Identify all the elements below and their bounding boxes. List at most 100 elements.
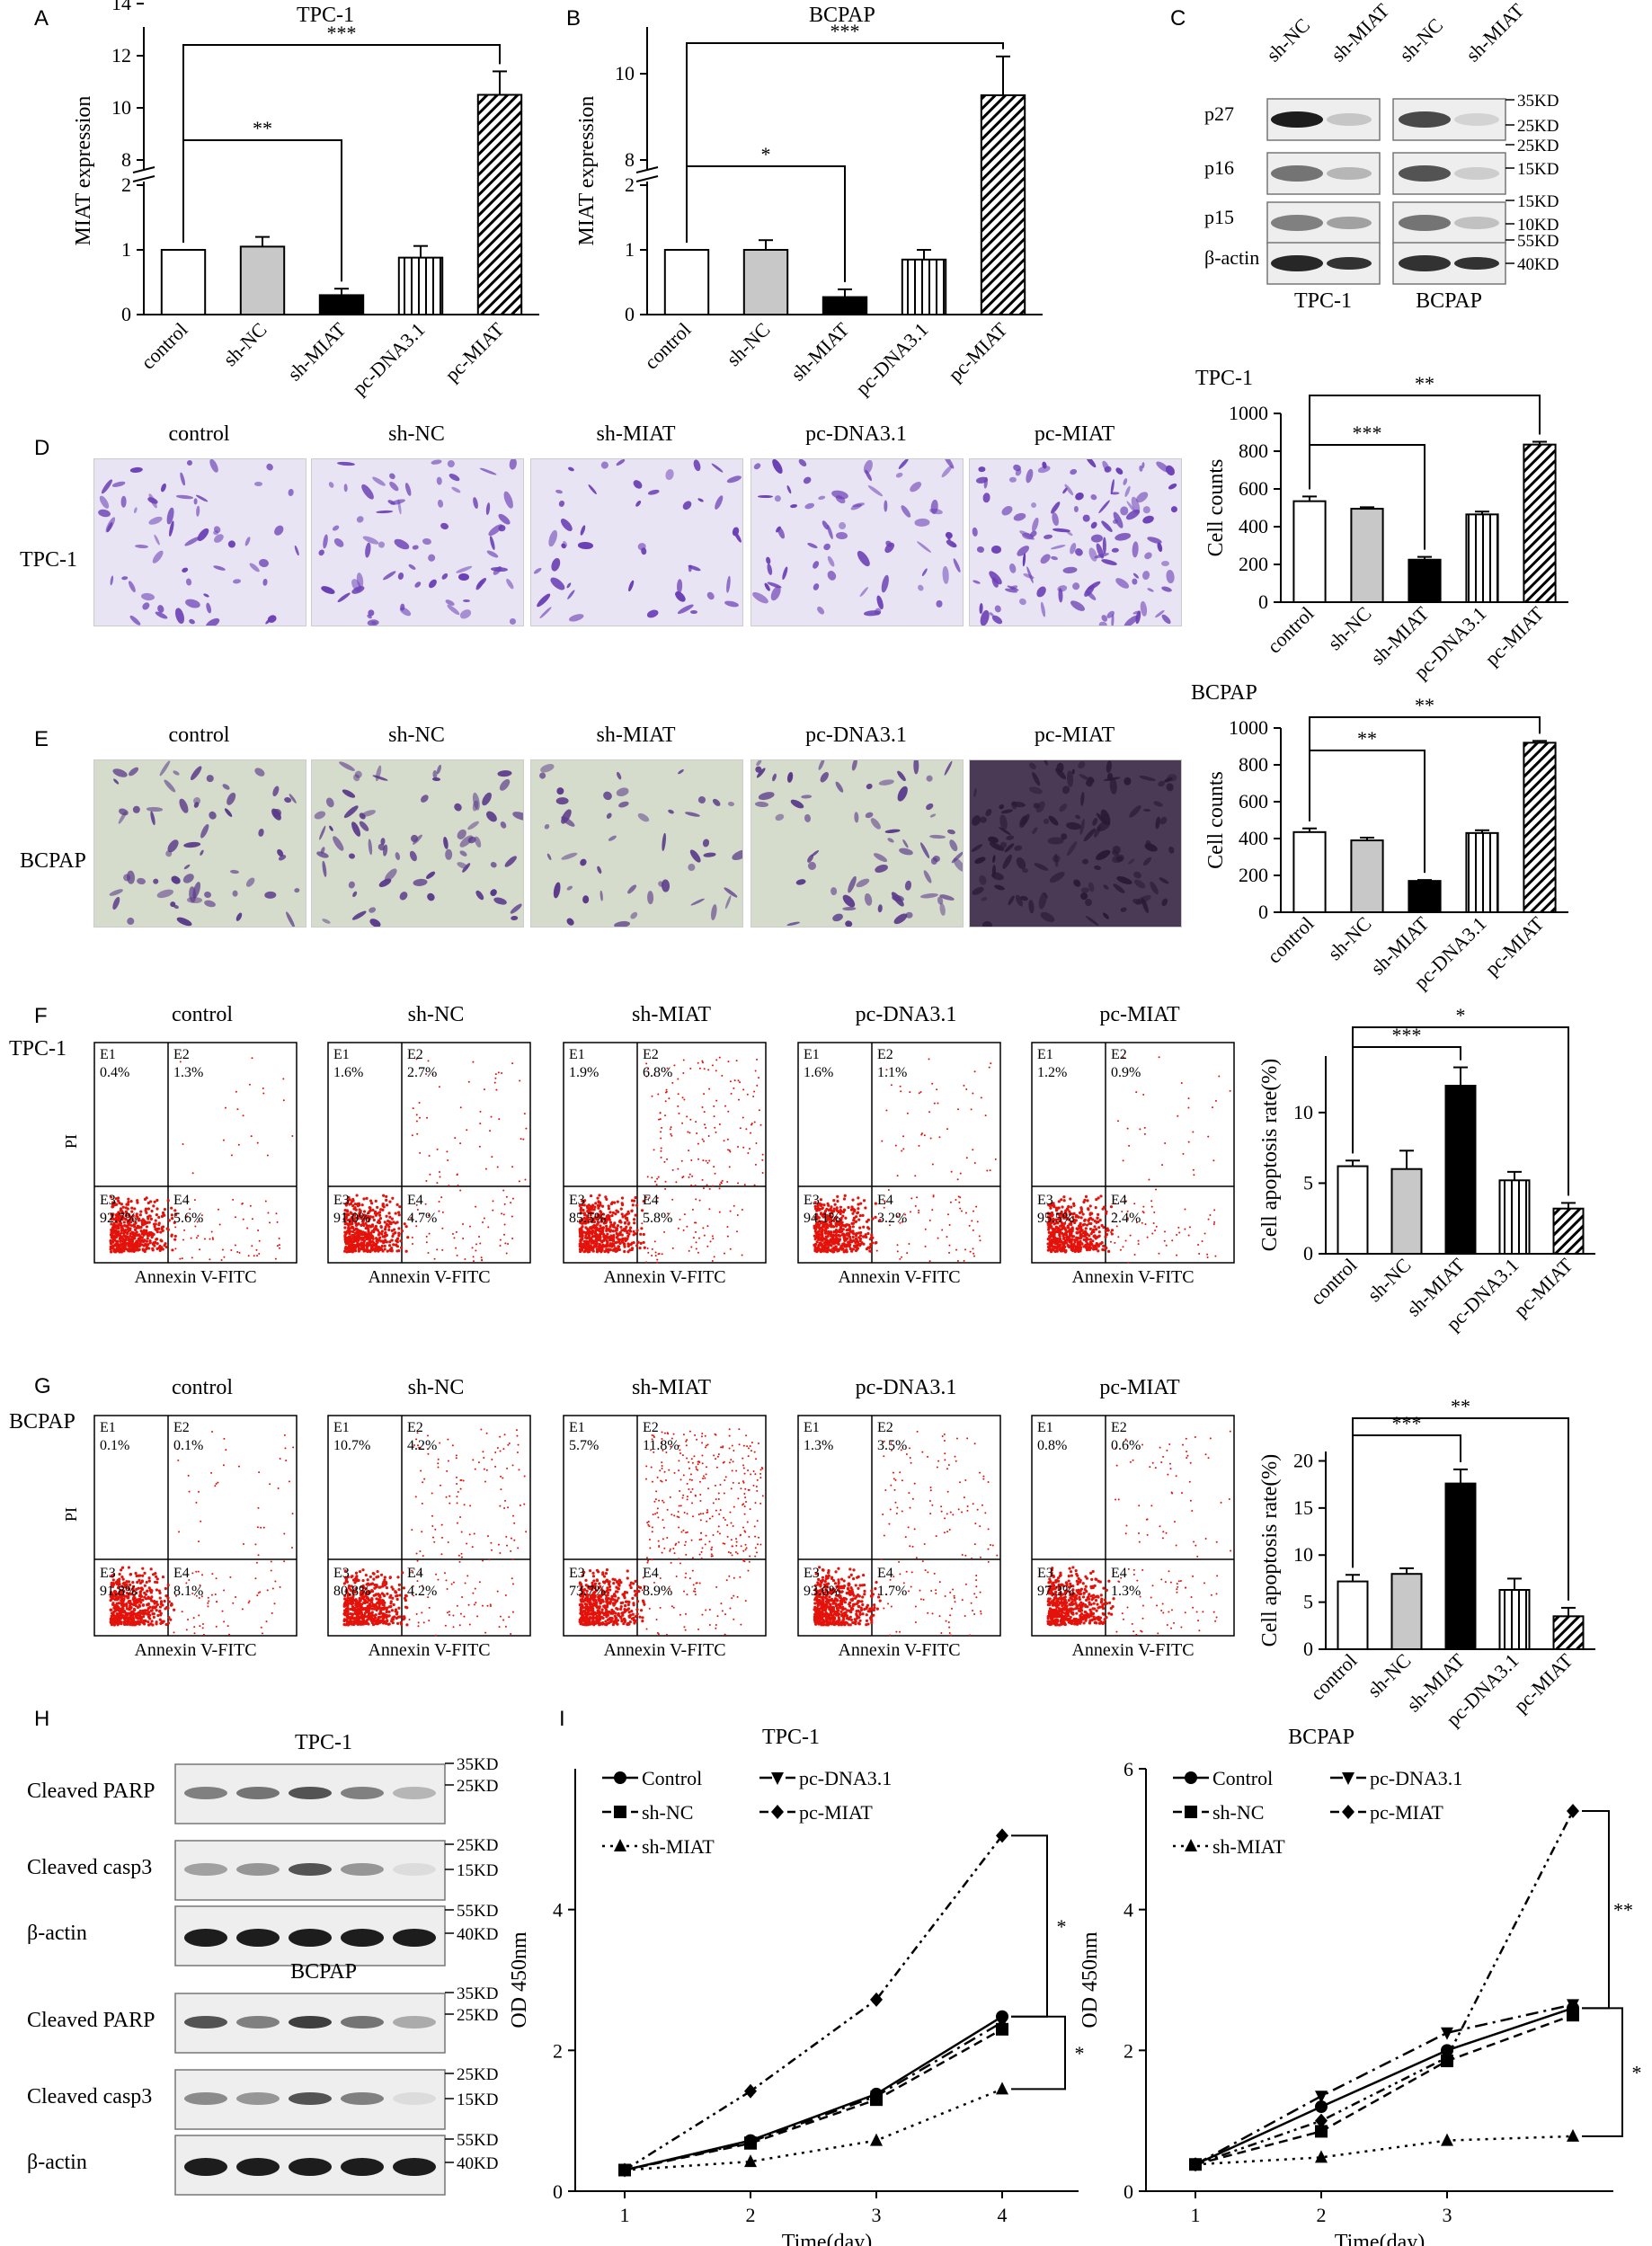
flow-dot (149, 1230, 153, 1235)
quadrant-value: 1.6% (804, 1065, 833, 1080)
flow-dot (138, 1604, 142, 1608)
flow-dot (653, 1149, 655, 1151)
flow-dot (454, 1137, 457, 1140)
flow-dot (395, 1237, 400, 1240)
flow-dot (479, 1110, 482, 1113)
blot-band (1454, 257, 1499, 270)
flow-dot (735, 1230, 738, 1233)
flow-dot (343, 1249, 347, 1253)
flow-dot (1095, 1242, 1098, 1246)
flow-dot (745, 1128, 748, 1131)
flow-dot (1213, 1221, 1216, 1223)
flow-dot (124, 1213, 128, 1218)
flow-dot (607, 1204, 610, 1208)
flow-dot (110, 1195, 113, 1199)
flow-dot (120, 1224, 123, 1228)
flow-dot (1093, 1220, 1097, 1223)
flow-dot (1142, 1094, 1145, 1096)
flow-dot (147, 1620, 150, 1624)
flow-dot (114, 1229, 118, 1233)
flow-dot (822, 1203, 826, 1207)
flow-dot (635, 1203, 639, 1207)
flow-dot (1105, 1212, 1108, 1215)
flow-dot (839, 1245, 843, 1248)
flow-dot (111, 1217, 115, 1221)
category-label: pc-MIAT (1509, 1648, 1577, 1717)
flow-dot (125, 1580, 129, 1584)
series-line-sh-NC (1195, 2013, 1574, 2166)
flow-dot (469, 1225, 472, 1228)
flow-dot (1048, 1244, 1052, 1247)
significance-bracket (1352, 1046, 1461, 1154)
flow-dot (370, 1234, 374, 1238)
flow-dot (167, 1616, 171, 1620)
flow-dot (242, 1218, 244, 1221)
flow-dot (346, 1240, 351, 1244)
flow-dot (887, 1189, 890, 1192)
quadrant-id: E2 (877, 1047, 893, 1062)
flow-dot (914, 1175, 917, 1177)
flow-dot (615, 1229, 618, 1232)
flow-dot (1124, 1239, 1127, 1242)
flow-dot (225, 1106, 227, 1109)
flow-dot (127, 1197, 130, 1201)
quadrant-value: 0.9% (1111, 1065, 1141, 1080)
flow-dot (383, 1227, 387, 1231)
flow-dot (1142, 1212, 1145, 1214)
quadrant-value: 91.0% (333, 1211, 370, 1226)
flow-dot (1084, 1227, 1088, 1230)
flow-dot (362, 1244, 366, 1247)
flow-dot (282, 1078, 285, 1080)
quadrant-value: 5.6% (173, 1211, 203, 1226)
flow-dot (114, 1608, 118, 1611)
flow-dot (1083, 1222, 1087, 1226)
flow-dot (490, 1115, 493, 1118)
flow-dot (634, 1213, 637, 1217)
flow-dot (642, 1232, 645, 1237)
y-tick-label: 10 (1293, 1543, 1313, 1566)
flow-dot (182, 1143, 184, 1146)
flow-dot (115, 1612, 119, 1616)
flow-dot (1151, 1232, 1154, 1235)
flow-dot (154, 1219, 157, 1222)
row-label: Cleaved casp3 (27, 1856, 152, 1879)
flow-plot: pc-MIATE11.2%E20.9%E395.5%E42.4%Annexin … (1031, 1003, 1235, 1287)
significance-label: *** (327, 22, 357, 44)
bar-control (1292, 500, 1327, 604)
flow-dot (1079, 1226, 1083, 1230)
flow-dot (600, 1250, 603, 1254)
flow-dot (419, 1151, 422, 1154)
flow-dot (823, 1229, 828, 1232)
flow-dot (608, 1211, 612, 1214)
series-line-pc-MIAT (624, 1834, 1003, 2171)
flow-dot (711, 1259, 714, 1262)
flow-dot (1075, 1230, 1079, 1235)
y-axis-label: Cell counts (1204, 459, 1228, 557)
y-tick-label: 10 (615, 62, 635, 84)
flow-dot (1048, 1247, 1052, 1251)
flow-dot (1178, 1231, 1181, 1234)
marker-label: 10KD (1517, 216, 1559, 235)
flow-dot (155, 1207, 159, 1211)
flow-dot (347, 1226, 351, 1230)
flow-dot (389, 1221, 393, 1226)
flow-dot (657, 1253, 660, 1256)
flow-dot (161, 1229, 164, 1232)
flow-dot (972, 1229, 974, 1231)
series-line-pc-DNA3.1 (624, 2020, 1003, 2171)
flow-dot (258, 1253, 261, 1256)
y-axis-label: OD 450nm (508, 1931, 531, 2029)
flow-dot (855, 1248, 858, 1252)
y-tick-label: 0 (1258, 590, 1268, 613)
flow-dot (835, 1206, 839, 1210)
flow-dot (1177, 1114, 1179, 1117)
flow-dot (1088, 1216, 1093, 1220)
flow-dot (1072, 1203, 1076, 1207)
flow-dot (695, 1198, 697, 1201)
flow-dot (1187, 1234, 1190, 1237)
flow-dot (587, 1233, 591, 1237)
flow-dot (615, 1209, 618, 1212)
flow-dot (1070, 1226, 1074, 1230)
flow-dot (896, 1250, 899, 1253)
flow-dot (949, 1201, 952, 1203)
